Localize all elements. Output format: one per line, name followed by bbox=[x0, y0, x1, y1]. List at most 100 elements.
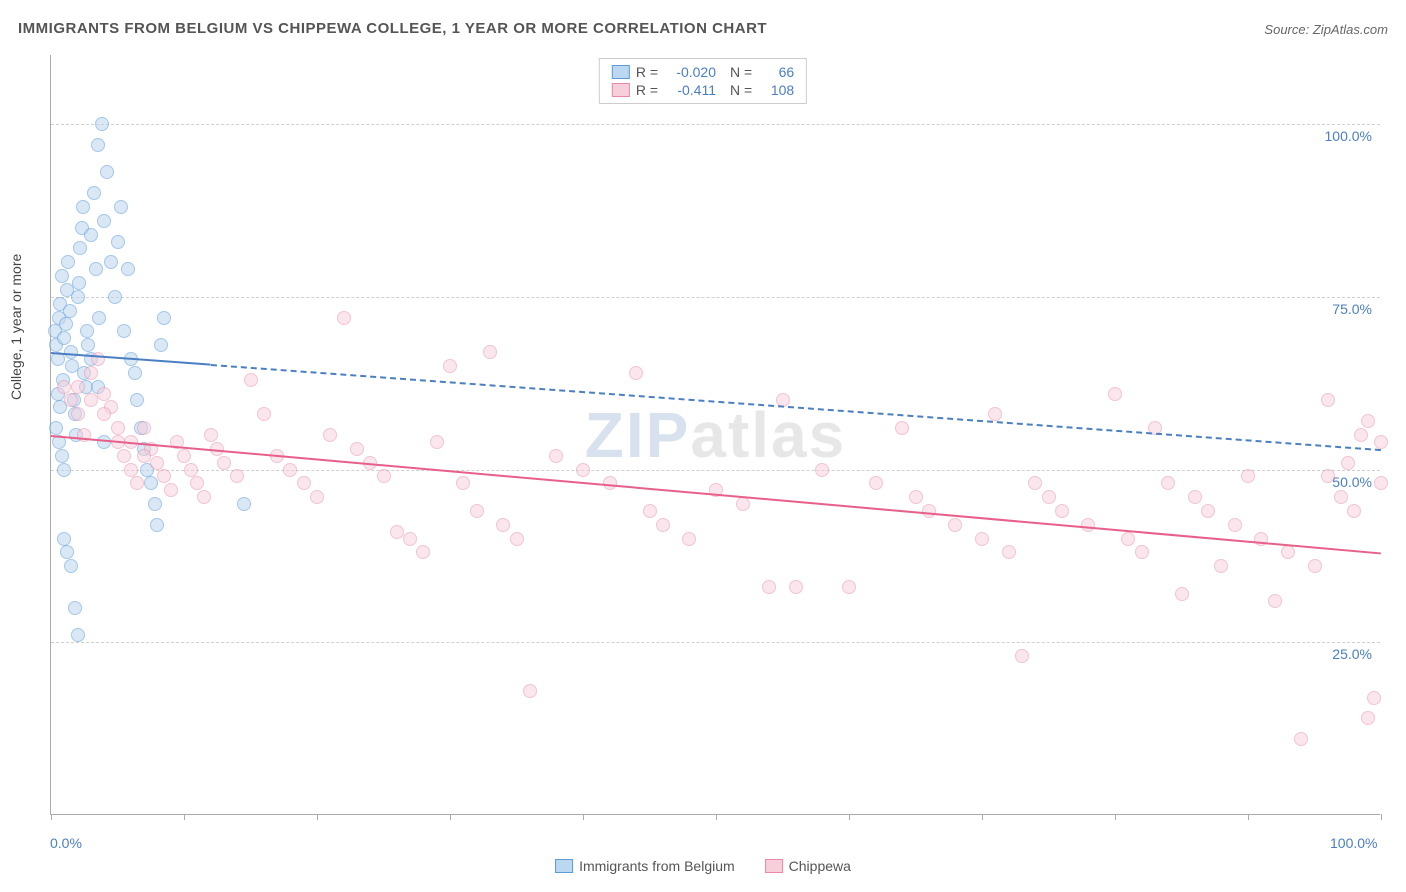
data-point bbox=[150, 518, 164, 532]
legend-swatch bbox=[555, 859, 573, 873]
data-point bbox=[64, 393, 78, 407]
legend-series-label: Immigrants from Belgium bbox=[579, 858, 735, 874]
trend-line bbox=[51, 435, 1381, 554]
legend-series-label: Chippewa bbox=[789, 858, 851, 874]
data-point bbox=[55, 449, 69, 463]
n-label: N = bbox=[730, 64, 752, 80]
data-point bbox=[157, 469, 171, 483]
gridline bbox=[51, 642, 1380, 643]
data-point bbox=[975, 532, 989, 546]
data-point bbox=[1367, 691, 1381, 705]
data-point bbox=[1108, 387, 1122, 401]
data-point bbox=[57, 331, 71, 345]
data-point bbox=[84, 393, 98, 407]
data-point bbox=[416, 545, 430, 559]
data-point bbox=[1268, 594, 1282, 608]
data-point bbox=[177, 449, 191, 463]
data-point bbox=[130, 393, 144, 407]
data-point bbox=[510, 532, 524, 546]
data-point bbox=[762, 580, 776, 594]
data-point bbox=[1121, 532, 1135, 546]
data-point bbox=[92, 311, 106, 325]
data-point bbox=[470, 504, 484, 518]
data-point bbox=[1042, 490, 1056, 504]
data-point bbox=[63, 304, 77, 318]
data-point bbox=[736, 497, 750, 511]
x-tick-label: 0.0% bbox=[50, 835, 82, 851]
gridline bbox=[51, 470, 1380, 471]
data-point bbox=[64, 345, 78, 359]
data-point bbox=[1161, 476, 1175, 490]
data-point bbox=[148, 497, 162, 511]
r-value: -0.411 bbox=[664, 82, 716, 98]
x-tick bbox=[982, 814, 983, 820]
x-tick bbox=[716, 814, 717, 820]
data-point bbox=[297, 476, 311, 490]
data-point bbox=[815, 463, 829, 477]
data-point bbox=[1135, 545, 1149, 559]
data-point bbox=[283, 463, 297, 477]
data-point bbox=[1228, 518, 1242, 532]
data-point bbox=[97, 407, 111, 421]
n-value: 108 bbox=[758, 82, 794, 98]
y-tick-label: 100.0% bbox=[1325, 128, 1372, 144]
x-tick bbox=[450, 814, 451, 820]
data-point bbox=[104, 255, 118, 269]
data-point bbox=[72, 276, 86, 290]
data-point bbox=[84, 228, 98, 242]
y-axis-label: College, 1 year or more bbox=[8, 254, 24, 400]
data-point bbox=[197, 490, 211, 504]
data-point bbox=[91, 138, 105, 152]
data-point bbox=[988, 407, 1002, 421]
data-point bbox=[60, 545, 74, 559]
data-point bbox=[95, 117, 109, 131]
data-point bbox=[164, 483, 178, 497]
data-point bbox=[1374, 476, 1388, 490]
gridline bbox=[51, 297, 1380, 298]
data-point bbox=[121, 262, 135, 276]
data-point bbox=[230, 469, 244, 483]
data-point bbox=[137, 421, 151, 435]
data-point bbox=[869, 476, 883, 490]
data-point bbox=[84, 366, 98, 380]
data-point bbox=[496, 518, 510, 532]
data-point bbox=[523, 684, 537, 698]
data-point bbox=[97, 387, 111, 401]
data-point bbox=[1015, 649, 1029, 663]
x-tick bbox=[1248, 814, 1249, 820]
data-point bbox=[1374, 435, 1388, 449]
data-point bbox=[71, 407, 85, 421]
x-tick bbox=[51, 814, 52, 820]
correlation-legend: R =-0.020N =66R =-0.411N =108 bbox=[599, 58, 807, 104]
x-tick bbox=[317, 814, 318, 820]
data-point bbox=[71, 380, 85, 394]
data-point bbox=[1214, 559, 1228, 573]
chart-title: IMMIGRANTS FROM BELGIUM VS CHIPPEWA COLL… bbox=[18, 20, 767, 37]
data-point bbox=[73, 241, 87, 255]
legend-series-item: Chippewa bbox=[765, 858, 851, 874]
data-point bbox=[1201, 504, 1215, 518]
data-point bbox=[68, 601, 82, 615]
data-point bbox=[157, 311, 171, 325]
y-tick-label: 50.0% bbox=[1332, 474, 1372, 490]
legend-series-item: Immigrants from Belgium bbox=[555, 858, 735, 874]
source-label: Source: bbox=[1264, 22, 1309, 37]
legend-swatch bbox=[765, 859, 783, 873]
data-point bbox=[443, 359, 457, 373]
data-point bbox=[390, 525, 404, 539]
data-point bbox=[59, 317, 73, 331]
data-point bbox=[257, 407, 271, 421]
x-tick bbox=[184, 814, 185, 820]
data-point bbox=[57, 463, 71, 477]
legend-swatch bbox=[612, 65, 630, 79]
data-point bbox=[237, 497, 251, 511]
source-credit: Source: ZipAtlas.com bbox=[1264, 22, 1388, 37]
data-point bbox=[948, 518, 962, 532]
source-name: ZipAtlas.com bbox=[1313, 22, 1388, 37]
data-point bbox=[1354, 428, 1368, 442]
data-point bbox=[1081, 518, 1095, 532]
data-point bbox=[483, 345, 497, 359]
scatter-plot-area: ZIPatlas 25.0%50.0%75.0%100.0% bbox=[50, 55, 1380, 815]
legend-stat-row: R =-0.020N =66 bbox=[612, 63, 794, 81]
data-point bbox=[81, 338, 95, 352]
